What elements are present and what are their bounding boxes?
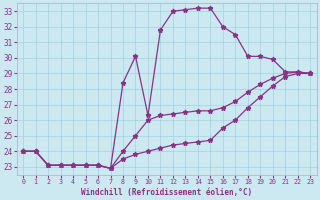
X-axis label: Windchill (Refroidissement éolien,°C): Windchill (Refroidissement éolien,°C) bbox=[81, 188, 252, 197]
